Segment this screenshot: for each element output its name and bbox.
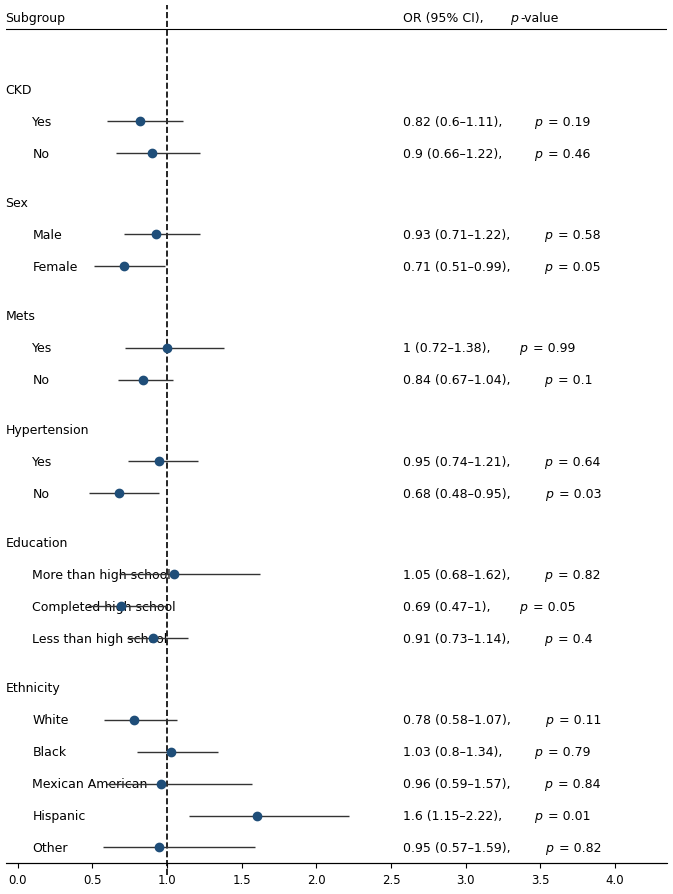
Text: = 0.11: = 0.11 [555,713,602,727]
Text: Mets: Mets [5,310,36,323]
Text: p: p [534,746,542,758]
Text: -value: -value [520,12,559,25]
Text: p: p [510,12,518,25]
Text: Ethnicity: Ethnicity [5,681,61,695]
Text: = 0.84: = 0.84 [555,777,601,790]
Text: = 0.82: = 0.82 [555,841,601,854]
Text: = 0.4: = 0.4 [554,632,593,645]
Text: No: No [32,487,49,500]
Text: p: p [534,809,542,822]
Text: More than high school: More than high school [32,569,171,581]
Text: 0.96 (0.59–1.57),: 0.96 (0.59–1.57), [403,777,514,790]
Text: 0.95 (0.74–1.21),: 0.95 (0.74–1.21), [403,455,514,468]
Text: White: White [32,713,69,727]
Text: = 0.82: = 0.82 [555,569,601,581]
Text: Subgroup: Subgroup [5,12,65,25]
Text: = 0.05: = 0.05 [555,260,601,274]
Text: = 0.03: = 0.03 [555,487,601,500]
Text: Sex: Sex [5,197,28,210]
Text: = 0.58: = 0.58 [554,229,601,241]
Text: Male: Male [32,229,62,241]
Text: = 0.46: = 0.46 [544,148,590,160]
Text: = 0.99: = 0.99 [529,342,575,355]
Text: 1.05 (0.68–1.62),: 1.05 (0.68–1.62), [403,569,514,581]
Text: p: p [544,260,553,274]
Text: p: p [545,713,553,727]
Text: p: p [544,632,552,645]
Text: = 0.79: = 0.79 [544,746,591,758]
Text: Completed high school: Completed high school [32,600,176,613]
Text: 0.69 (0.47–1),: 0.69 (0.47–1), [403,600,495,613]
Text: Yes: Yes [32,455,52,468]
Text: p: p [544,374,553,387]
Text: 1.03 (0.8–1.34),: 1.03 (0.8–1.34), [403,746,506,758]
Text: Other: Other [32,841,68,854]
Text: 0.91 (0.73–1.14),: 0.91 (0.73–1.14), [403,632,514,645]
Text: Hypertension: Hypertension [5,423,89,436]
Text: OR (95% CI),: OR (95% CI), [403,12,488,25]
Text: 1.6 (1.15–2.22),: 1.6 (1.15–2.22), [403,809,506,822]
Text: No: No [32,148,49,160]
Text: Yes: Yes [32,342,52,355]
Text: 0.82 (0.6–1.11),: 0.82 (0.6–1.11), [403,115,506,129]
Text: Education: Education [5,536,68,550]
Text: 0.9 (0.66–1.22),: 0.9 (0.66–1.22), [403,148,506,160]
Text: 0.95 (0.57–1.59),: 0.95 (0.57–1.59), [403,841,515,854]
Text: 0.68 (0.48–0.95),: 0.68 (0.48–0.95), [403,487,515,500]
Text: p: p [544,569,553,581]
Text: Hispanic: Hispanic [32,809,86,822]
Text: CKD: CKD [5,83,32,97]
Text: Yes: Yes [32,115,52,129]
Text: p: p [544,487,553,500]
Text: = 0.19: = 0.19 [544,115,590,129]
Text: p: p [544,841,553,854]
Text: p: p [544,455,553,468]
Text: = 0.1: = 0.1 [555,374,593,387]
Text: 0.84 (0.67–1.04),: 0.84 (0.67–1.04), [403,374,514,387]
Text: 1 (0.72–1.38),: 1 (0.72–1.38), [403,342,495,355]
Text: No: No [32,374,49,387]
Text: Mexican American: Mexican American [32,777,148,790]
Text: = 0.64: = 0.64 [555,455,601,468]
Text: p: p [534,148,542,160]
Text: 0.71 (0.51–0.99),: 0.71 (0.51–0.99), [403,260,514,274]
Text: p: p [544,229,552,241]
Text: p: p [544,777,553,790]
Text: p: p [519,342,527,355]
Text: = 0.01: = 0.01 [544,809,590,822]
Text: Female: Female [32,260,78,274]
Text: Black: Black [32,746,67,758]
Text: p: p [519,600,527,613]
Text: Less than high school: Less than high school [32,632,168,645]
Text: p: p [534,115,542,129]
Text: 0.93 (0.71–1.22),: 0.93 (0.71–1.22), [403,229,514,241]
Text: 0.78 (0.58–1.07),: 0.78 (0.58–1.07), [403,713,515,727]
Text: = 0.05: = 0.05 [529,600,575,613]
